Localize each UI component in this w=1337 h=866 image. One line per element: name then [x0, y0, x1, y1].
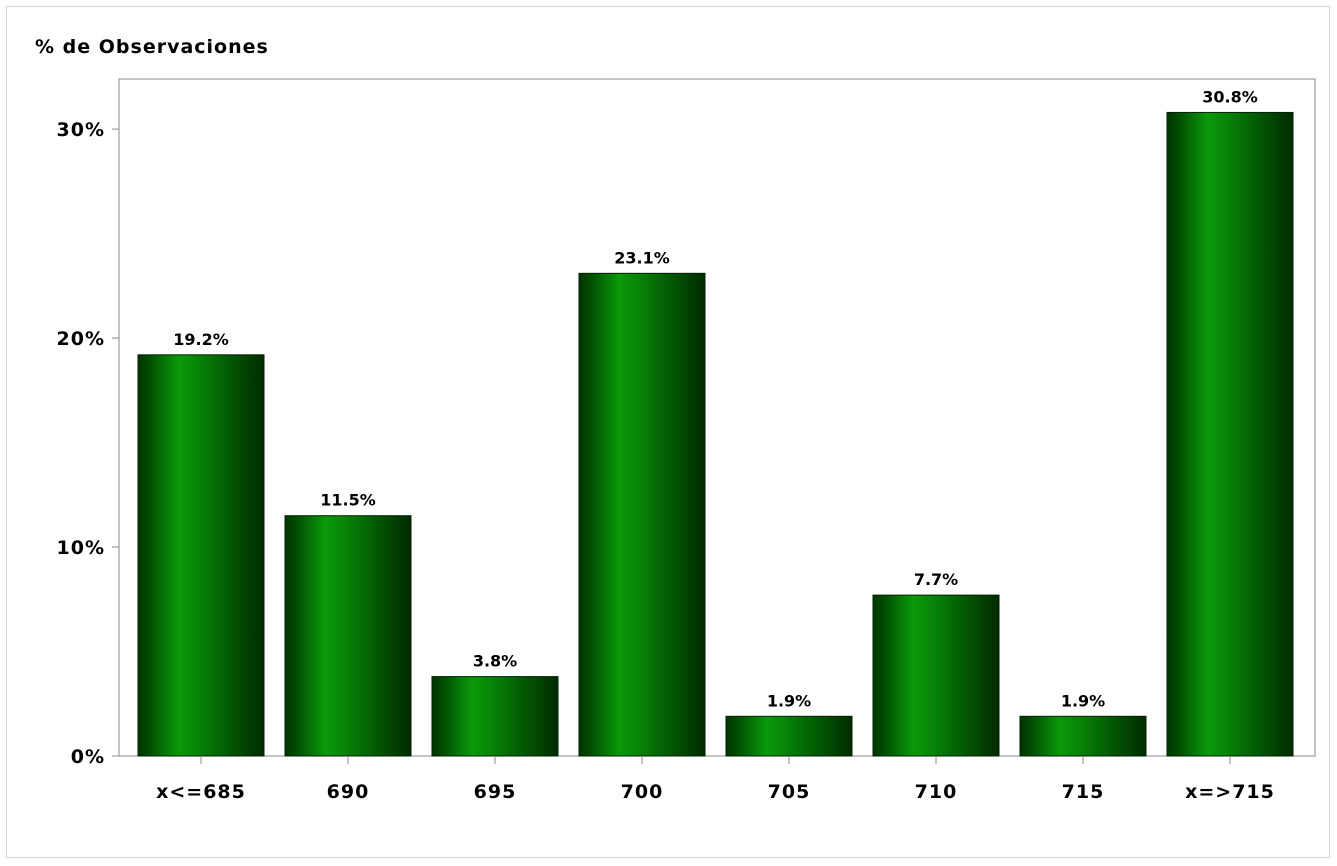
x-tick-label: 705 [768, 781, 811, 803]
y-tick-label: 10% [57, 537, 105, 559]
y-axis-title: % de Observaciones [35, 36, 269, 58]
x-tick-label: x=>715 [1185, 781, 1275, 803]
y-tick-label: 30% [57, 119, 105, 141]
bar [872, 594, 1000, 757]
bar-value-label: 3.8% [473, 652, 517, 671]
chart-container: % de Observaciones 0% 10% 20% 30% 19.2% 11.5… [6, 6, 1330, 858]
bar-value-label: 19.2% [173, 330, 229, 349]
x-tick-label: 695 [474, 781, 517, 803]
bar [578, 272, 706, 757]
bar-value-label: 23.1% [614, 248, 670, 267]
bar-chart: % de Observaciones 0% 10% 20% 30% 19.2% 11.5… [35, 36, 1316, 803]
plot-area-frame [118, 78, 1316, 757]
x-tick-label: 715 [1062, 781, 1105, 803]
bar-value-label: 11.5% [320, 491, 376, 510]
x-axis: x<=685 690 695 700 705 710 715 x=>715 [156, 756, 1275, 803]
bar [431, 676, 559, 757]
bar [725, 715, 853, 757]
bar [137, 354, 265, 757]
bar [1019, 715, 1147, 757]
bar-value-label: 7.7% [914, 570, 958, 589]
x-tick-label: x<=685 [156, 781, 246, 803]
x-tick-label: 710 [915, 781, 958, 803]
bar [1166, 111, 1294, 757]
y-tick-label: 20% [57, 328, 105, 350]
bar-value-label: 30.8% [1202, 87, 1258, 106]
x-tick-label: 700 [621, 781, 664, 803]
y-tick-label: 0% [71, 746, 105, 768]
y-axis: 0% 10% 20% 30% [57, 119, 119, 768]
bar-value-label: 1.9% [767, 691, 811, 710]
bar [284, 515, 412, 757]
bar-value-label: 1.9% [1061, 691, 1105, 710]
bars-group: 19.2% 11.5% 3.8% 23.1% 1.9% 7.7% 1.9% 30.8% [137, 87, 1294, 757]
x-tick-label: 690 [327, 781, 370, 803]
